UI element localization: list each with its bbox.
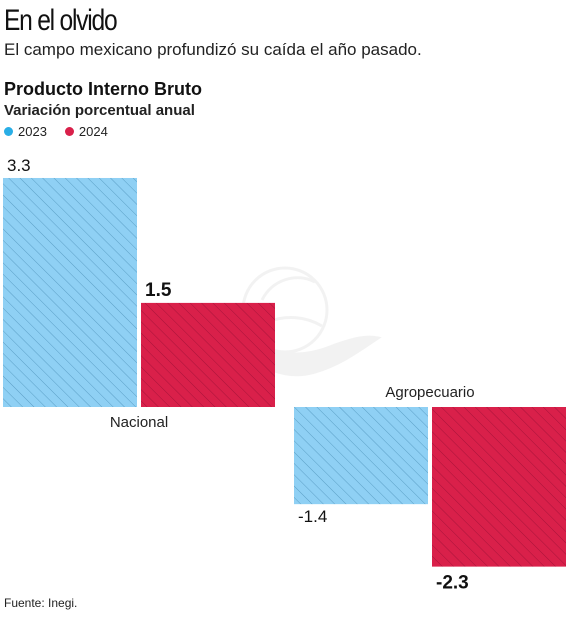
- chart-title: Producto Interno Bruto: [4, 79, 202, 99]
- bar-nacional-2023: [3, 177, 137, 407]
- chart-subtitle: Variación porcentual anual: [4, 102, 195, 119]
- source-note: Fuente: Inegi.: [4, 596, 78, 610]
- legend-label-2023: 2023: [18, 124, 47, 139]
- legend-label-2024: 2024: [78, 124, 108, 139]
- value-label-agropecuario-2023: -1.4: [298, 507, 327, 526]
- category-label-agropecuario: Agropecuario: [385, 384, 474, 401]
- bar-nacional-2024: [141, 302, 275, 407]
- legend-item-2024: 2024: [64, 124, 108, 139]
- value-label-nacional-2024: 1.5: [145, 280, 172, 301]
- subhead: El campo mexicano profundizó su caída el…: [4, 40, 422, 59]
- headline: En el olvido: [4, 4, 118, 37]
- bar-agropecuario-2023: [294, 407, 428, 505]
- legend-dot-2024: [64, 127, 74, 136]
- legend-item-2023: 2023: [4, 124, 47, 139]
- bar-agropecuario-2024: [432, 407, 566, 567]
- value-label-nacional-2023: 3.3: [7, 156, 31, 175]
- legend-dot-2023: [4, 127, 13, 136]
- value-label-agropecuario-2024: -2.3: [436, 573, 469, 594]
- category-label-nacional: Nacional: [110, 414, 168, 431]
- legend: 2023 2024: [4, 124, 108, 139]
